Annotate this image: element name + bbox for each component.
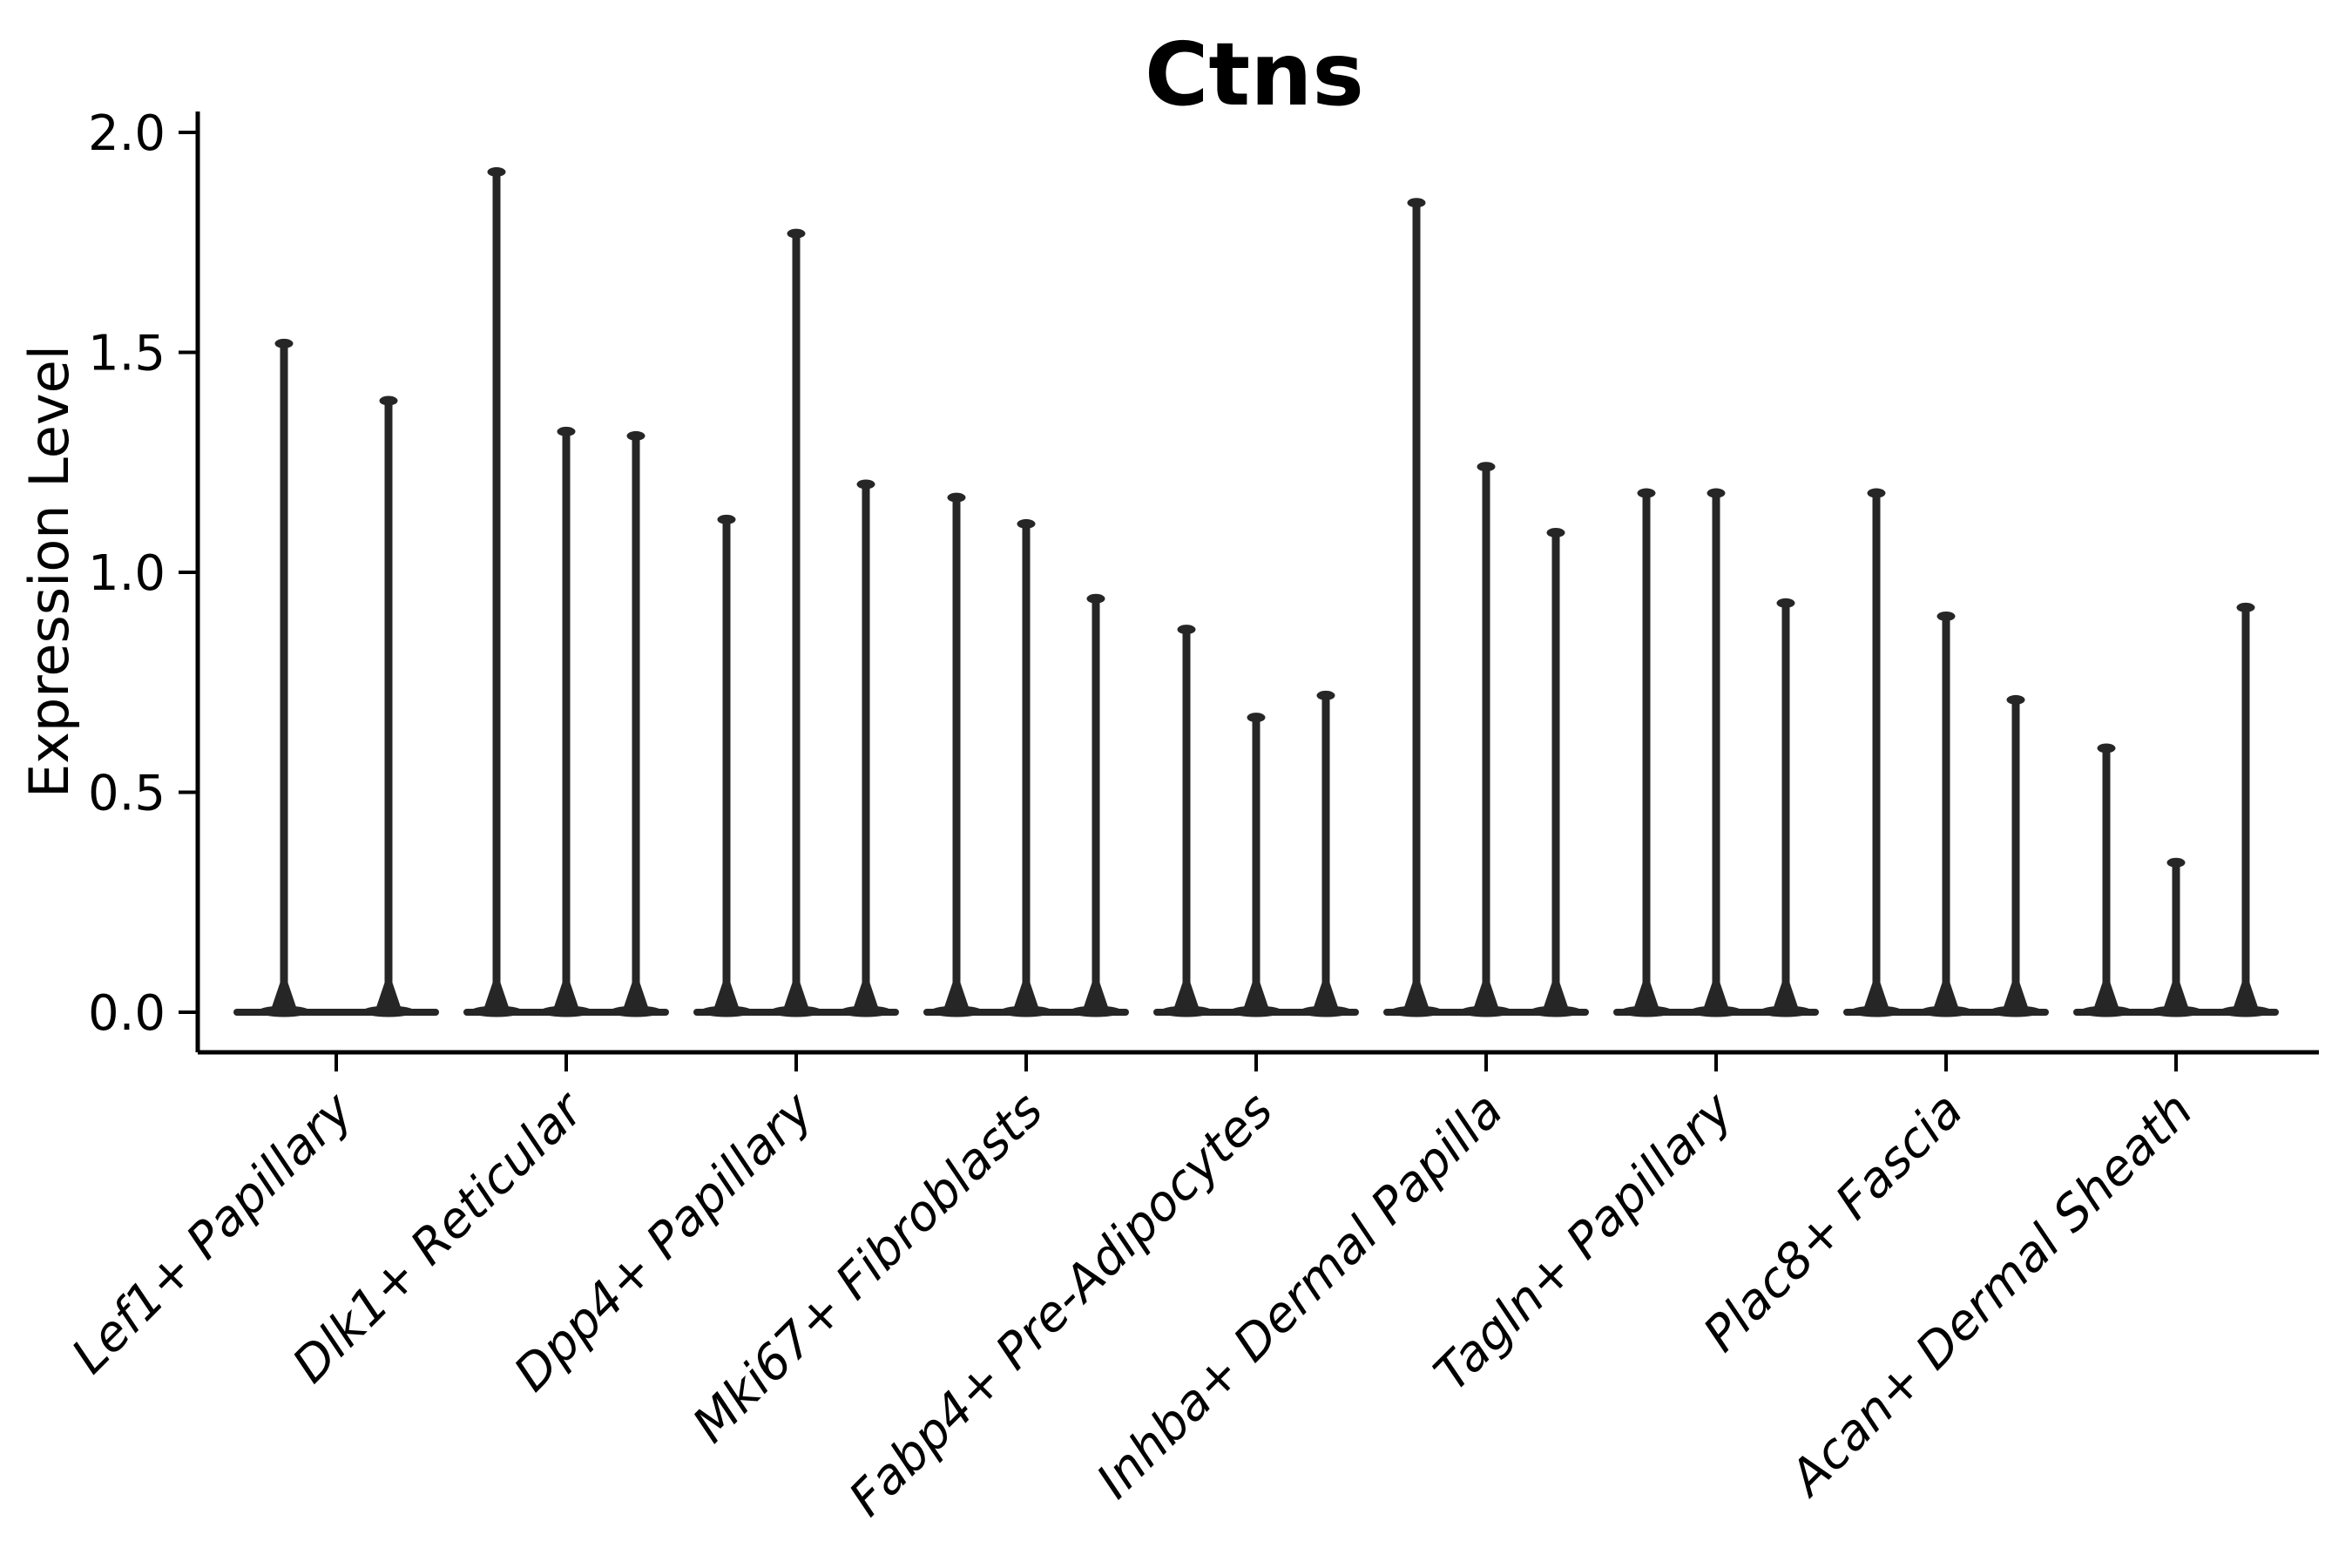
violin-tip — [2236, 602, 2255, 612]
y-axis-ticks: 0.0 0.5 1.0 1.5 2.0 — [88, 105, 198, 1042]
violin-tip — [274, 338, 294, 348]
violins-layer — [233, 166, 2279, 1017]
x-tick-label: Fabp4+ Pre-Adipocytes — [839, 1082, 1284, 1527]
violin-group — [1843, 488, 2049, 1017]
violin-tip — [1017, 518, 1036, 529]
violin-tip — [1316, 690, 1335, 700]
violin-tip — [2166, 857, 2186, 868]
y-tick-label: 2.0 — [88, 105, 166, 162]
violin-tip — [1637, 488, 1656, 498]
violin-tip — [1546, 528, 1565, 537]
violin-tip — [856, 479, 875, 490]
violin-tip — [1177, 625, 1196, 635]
y-tick-label: 1.0 — [88, 545, 166, 602]
violin-tip — [557, 426, 576, 436]
violin-group — [233, 338, 439, 1017]
chart-title: Ctns — [1145, 24, 1364, 125]
violin-tip — [379, 395, 398, 406]
y-tick-label: 1.5 — [88, 326, 166, 382]
violin-group — [1153, 625, 1359, 1017]
x-tick-label: Acan+ Dermal Sheath — [1778, 1082, 2204, 1508]
y-tick-label: 0.5 — [88, 766, 166, 822]
violin-group — [2073, 602, 2279, 1017]
violin-group — [693, 228, 899, 1017]
violin-tip — [947, 492, 966, 503]
violin-group — [1613, 488, 1819, 1017]
y-axis-label: Expression Level — [17, 345, 81, 798]
violin-tip — [1936, 611, 1956, 621]
violin-group — [463, 166, 669, 1017]
violin-tip — [787, 228, 806, 239]
violin-tip — [626, 430, 645, 441]
violin-tip — [717, 514, 736, 524]
violin-tip — [2006, 694, 2025, 705]
violin-group — [1383, 198, 1589, 1017]
violin-tip — [2097, 743, 2116, 754]
violin-tip — [1867, 488, 1886, 498]
y-tick-label: 0.0 — [88, 985, 166, 1042]
violin-tip — [1086, 593, 1105, 604]
violin-tip — [1776, 598, 1795, 608]
violin-tip — [1707, 488, 1726, 498]
violin-tip — [1247, 713, 1266, 723]
violin-tip — [1477, 462, 1496, 472]
violin-tip — [487, 166, 506, 177]
violin-tip — [1407, 198, 1426, 208]
violin-group — [923, 492, 1129, 1017]
x-tick-label: Inhba+ Dermal Papilla — [1086, 1082, 1514, 1510]
